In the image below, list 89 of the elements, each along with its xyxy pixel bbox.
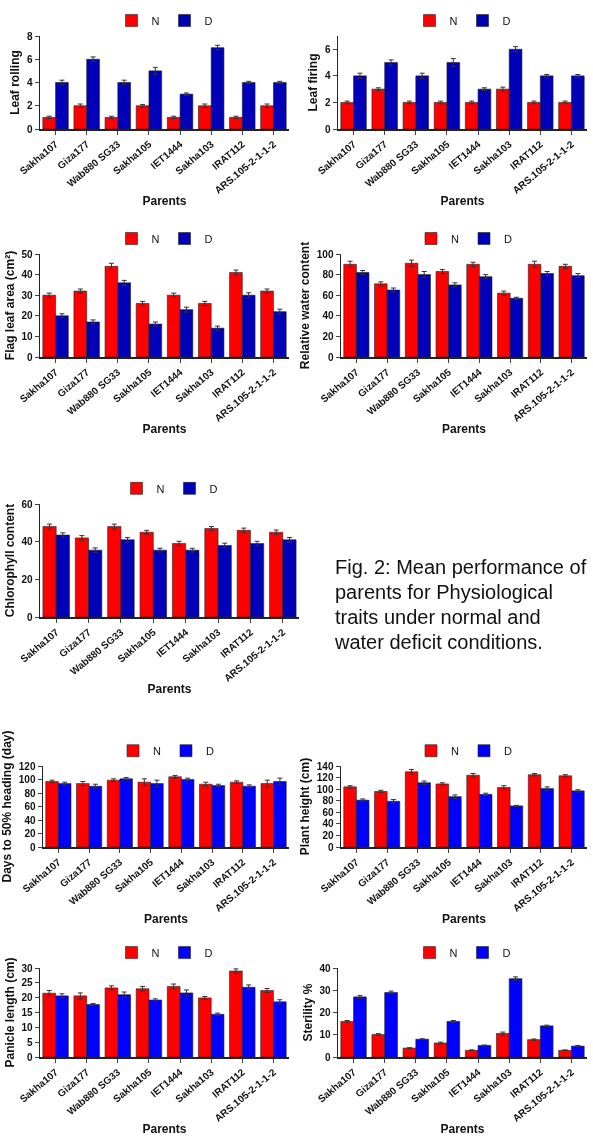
legend-label: D [204, 946, 213, 959]
x-axis-title: Parents [142, 1122, 187, 1137]
x-axis-title: Parents [440, 194, 485, 209]
y-tick-label: 10 [319, 1029, 331, 1041]
y-tick-label: 0 [324, 1051, 331, 1063]
y-tick-label: 40 [21, 536, 33, 548]
y-tick-label: 0 [327, 841, 334, 853]
y-tick-label: 80 [322, 795, 334, 807]
y-axis-title: Panicle length (cm) [2, 957, 17, 1068]
legend-label: D [504, 744, 512, 757]
x-axis-title: Parents [142, 194, 187, 209]
y-tick-label: 15 [21, 1007, 33, 1018]
y-tick-label: 20 [322, 330, 334, 342]
legend-label: N [451, 232, 459, 245]
y-tick-label: 10 [21, 330, 33, 342]
y-tick-label: 20 [21, 992, 33, 1004]
y-tick-label: 0 [26, 351, 33, 363]
y-tick-label: 8 [26, 30, 33, 42]
y-tick-label: 6 [324, 43, 331, 55]
y-tick-label: 0 [324, 123, 331, 135]
y-tick-label: 60 [21, 498, 33, 510]
legend-label: N [151, 232, 160, 245]
legend-label: N [153, 744, 161, 757]
y-tick-label: 80 [322, 269, 334, 281]
text: Fig. 2: Mean performance of parents for Physiological traits under normal and water deficit conditions. [335, 555, 588, 655]
legend-label: N [156, 482, 165, 495]
x-axis-title: Parents [440, 1122, 485, 1137]
y-tick-label: 60 [322, 806, 334, 818]
y-tick-label: 0 [26, 123, 33, 135]
y-tick-label: 40 [322, 310, 334, 322]
x-axis-title: Parents [142, 422, 187, 437]
y-axis-title: Chlorophyll content [2, 503, 17, 618]
legend-label: D [502, 14, 511, 27]
legend-label: D [204, 232, 213, 245]
y-tick-label: 30 [21, 289, 33, 301]
legend-label: D [504, 232, 512, 245]
y-tick-label: 20 [322, 829, 334, 841]
y-axis-title: Leaf firing [306, 53, 321, 112]
y-tick-label: 140 [316, 760, 334, 772]
y-tick-label: 4 [26, 77, 33, 88]
y-tick-label: 0 [29, 841, 36, 853]
y-tick-label: 120 [316, 772, 334, 784]
y-tick-label: 2 [324, 96, 331, 108]
y-tick-label: 100 [316, 248, 334, 260]
y-tick-label: 20 [21, 573, 33, 585]
y-tick-label: 40 [322, 818, 334, 830]
y-axis-title: Leaf rolling [8, 50, 23, 115]
y-tick-label: 100 [18, 774, 36, 785]
legend-label: D [206, 744, 214, 757]
y-axis-title: Relative water content [298, 241, 313, 370]
y-tick-label: 20 [319, 1007, 331, 1018]
y-tick-label: 30 [319, 984, 331, 996]
y-tick-label: 6 [26, 53, 33, 65]
y-tick-label: 25 [21, 977, 33, 989]
y-tick-label: 60 [322, 289, 334, 301]
legend-label: D [502, 946, 511, 959]
y-tick-label: 50 [21, 248, 33, 260]
y-tick-label: 0 [26, 611, 33, 623]
x-axis-title: Parents [143, 912, 189, 927]
y-tick-label: 40 [319, 962, 331, 974]
x-axis-title: Parents [147, 682, 192, 697]
y-tick-label: 100 [316, 783, 334, 795]
y-tick-label: 20 [21, 310, 33, 322]
y-axis-title: Days to 50% heading (day) [0, 730, 15, 883]
y-tick-label: 4 [324, 70, 331, 82]
y-tick-label: 40 [21, 269, 33, 281]
legend-label: N [449, 946, 458, 959]
y-axis-title: Plant height (cm) [298, 757, 313, 856]
y-tick-label: 0 [327, 351, 334, 363]
legend-label: N [151, 14, 160, 27]
y-tick-label: 0 [26, 1051, 33, 1063]
x-axis-title: Parents [441, 912, 487, 927]
y-tick-label: 10 [21, 1021, 33, 1033]
y-axis-title: Flag leaf area (cm²) [2, 250, 17, 361]
legend-label: D [204, 14, 213, 27]
y-tick-label: 2 [26, 100, 33, 112]
y-tick-label: 120 [18, 760, 36, 772]
y-axis-title: Sterility % [300, 983, 315, 1042]
y-tick-label: 5 [26, 1036, 33, 1048]
y-tick-label: 20 [24, 828, 36, 839]
y-tick-label: 80 [24, 787, 36, 799]
legend-label: N [151, 946, 160, 959]
legend-label: N [451, 744, 459, 757]
y-tick-label: 30 [21, 962, 33, 974]
legend-label: D [209, 482, 218, 495]
y-tick-label: 60 [24, 801, 36, 812]
y-tick-label: 40 [24, 814, 36, 826]
legend-label: N [449, 14, 458, 27]
x-axis-title: Parents [441, 422, 487, 437]
